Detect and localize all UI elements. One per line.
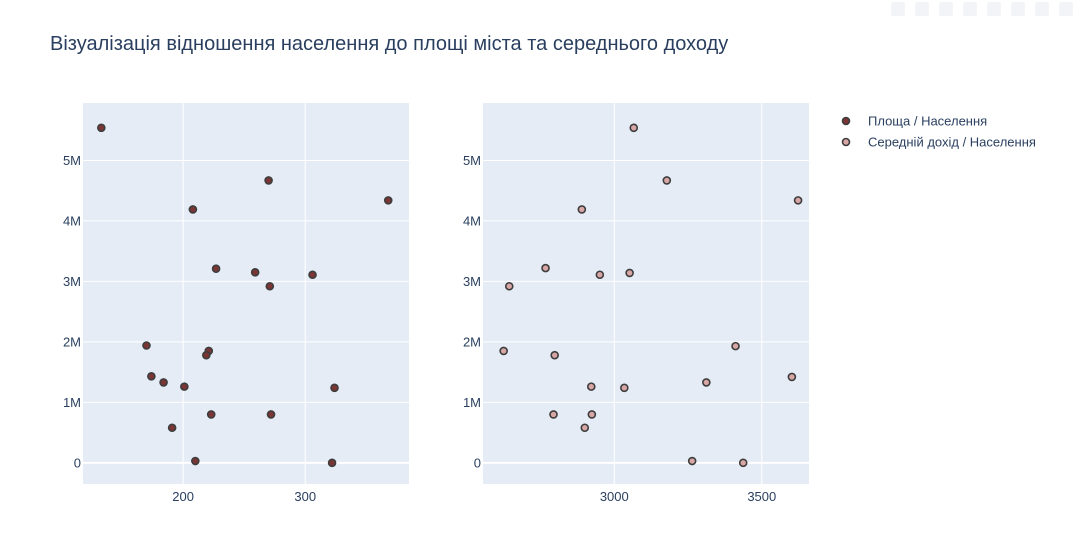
x-tick-label: 3000 [600,489,629,504]
data-point[interactable] [738,458,748,468]
data-point[interactable] [620,383,629,393]
camera-icon[interactable] [891,2,905,16]
subplot-2[interactable]: 3000 3500 0 1M 2M 3M 4M 5M [463,103,809,504]
y-tick-label: 0 [74,455,81,470]
y-tick-label: 5M [463,153,481,168]
data-point[interactable] [702,378,711,387]
legend-marker [841,137,851,147]
data-point[interactable] [587,410,597,419]
data-point[interactable] [787,372,797,382]
y-tick-label: 1M [63,395,81,410]
data-point[interactable] [586,382,596,391]
data-point[interactable] [202,350,211,360]
data-point[interactable] [147,372,156,381]
legend-item[interactable]: Середній дохід / Населення [841,135,1036,150]
data-point[interactable] [580,423,590,433]
data-point[interactable] [97,123,106,133]
data-point[interactable] [159,378,168,387]
data-point[interactable] [266,410,276,419]
data-point[interactable] [327,458,337,468]
y-tick-label: 4M [463,213,481,228]
chart-title: Візуалізація відношення населення до пло… [50,33,728,55]
legend-marker [841,116,851,126]
y-tick-label: 3M [63,274,81,289]
zoom-in-icon[interactable] [987,2,1001,16]
y-tick-label: 0 [474,455,481,470]
data-point[interactable] [250,268,260,277]
data-point[interactable] [595,270,605,280]
data-point[interactable] [191,456,200,466]
y-tick-label: 1M [463,395,481,410]
data-point[interactable] [330,383,339,393]
x-tick-label: 3500 [747,489,776,504]
data-point[interactable] [265,281,275,291]
legend[interactable]: Площа / Населення Середній дохід / Населе… [841,114,1036,150]
plot-area[interactable] [83,103,409,484]
zoom-icon[interactable] [915,2,929,16]
reset-axes-icon[interactable] [1059,2,1073,16]
data-point[interactable] [662,176,672,185]
data-point[interactable] [541,263,550,273]
data-point[interactable] [625,268,634,278]
y-tick-label: 3M [463,274,481,289]
autoscale-icon[interactable] [1035,2,1049,16]
box-select-icon[interactable] [963,2,977,16]
subplot-1[interactable]: 200 300 0 1M 2M 3M 4M 5M [63,103,409,504]
data-point[interactable] [211,264,221,274]
data-point[interactable] [549,410,558,419]
data-point[interactable] [142,341,151,350]
data-point[interactable] [180,382,189,391]
data-point[interactable] [687,456,697,466]
data-point[interactable] [167,423,177,433]
data-point[interactable] [499,346,508,356]
legend-item[interactable]: Площа / Населення [841,114,988,129]
y-tick-label: 2M [63,334,81,349]
legend-label: Площа / Населення [868,114,987,129]
data-point[interactable] [793,196,803,205]
data-point[interactable] [577,205,587,214]
data-point[interactable] [731,341,740,351]
data-point[interactable] [206,410,216,419]
chart-toolbar[interactable] [891,2,1073,16]
data-point[interactable] [629,123,639,133]
data-point[interactable] [308,270,317,280]
x-tick-label: 300 [294,489,316,504]
x-tick-label: 200 [172,489,194,504]
data-point[interactable] [383,196,393,205]
y-tick-label: 5M [63,153,81,168]
data-point[interactable] [264,176,273,185]
y-tick-label: 2M [463,334,481,349]
legend-label: Середній дохід / Населення [868,135,1036,150]
plot-area[interactable] [483,103,809,484]
zoom-out-icon[interactable] [1011,2,1025,16]
pan-icon[interactable] [939,2,953,16]
data-point[interactable] [504,281,514,291]
y-tick-label: 4M [63,213,81,228]
data-point[interactable] [188,205,198,214]
data-point[interactable] [550,350,559,360]
